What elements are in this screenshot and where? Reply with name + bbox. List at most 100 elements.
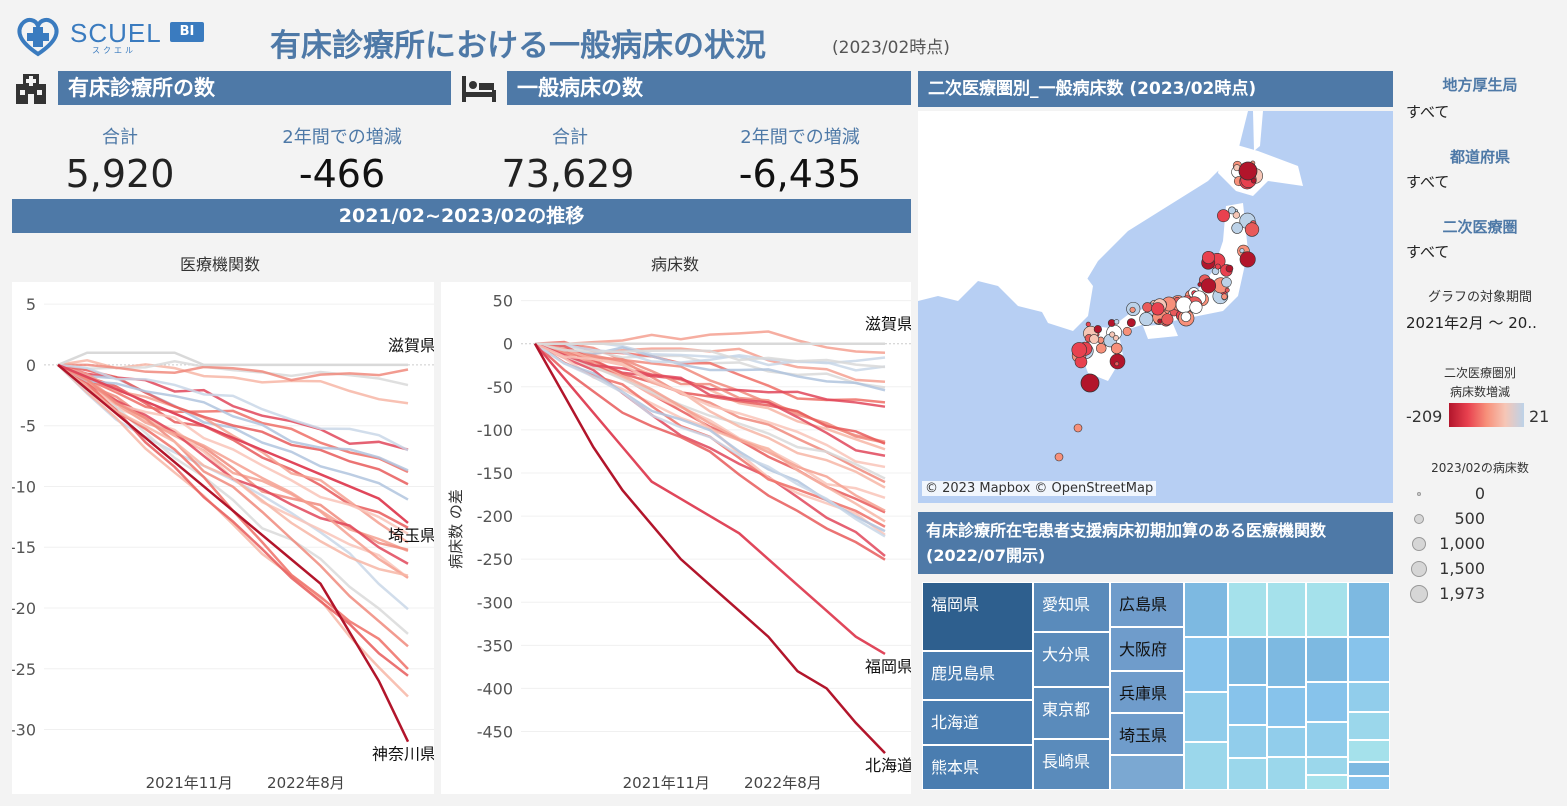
map-marker[interactable] xyxy=(1139,312,1154,327)
treemap-cell[interactable] xyxy=(1306,722,1348,757)
map-marker[interactable] xyxy=(1221,293,1228,300)
treemap-cell[interactable] xyxy=(1228,637,1267,685)
treemap-cell[interactable] xyxy=(1184,692,1228,742)
map-marker[interactable] xyxy=(1200,278,1217,294)
treemap-cell[interactable]: 長崎県 xyxy=(1033,739,1110,790)
series-line[interactable] xyxy=(57,363,409,524)
map-marker[interactable] xyxy=(1225,264,1234,273)
series-line[interactable] xyxy=(57,363,409,635)
treemap-cell[interactable] xyxy=(1228,582,1267,637)
facilities-chart[interactable]: 5 0 -5 -10 -15 -20 -25 -30 2021年11月 2022年8月 滋賀県 埼玉県… xyxy=(10,282,436,794)
treemap-cell[interactable] xyxy=(1348,582,1390,637)
treemap-cell[interactable] xyxy=(1348,762,1390,776)
series-line[interactable] xyxy=(57,363,409,474)
series-line[interactable] xyxy=(57,363,409,382)
map-marker[interactable] xyxy=(1111,342,1123,355)
map-marker[interactable] xyxy=(1201,251,1215,264)
treemap-cell[interactable]: 兵庫県 xyxy=(1110,671,1184,713)
treemap-cell[interactable]: 愛知県 xyxy=(1033,582,1110,632)
map-marker[interactable] xyxy=(1244,222,1260,237)
treemap-cell[interactable] xyxy=(1348,682,1390,712)
series-line[interactable] xyxy=(57,363,409,452)
map-marker[interactable] xyxy=(1080,373,1100,393)
series-line[interactable] xyxy=(57,363,409,472)
series-line[interactable] xyxy=(533,343,886,754)
treemap-cell[interactable] xyxy=(1228,685,1267,725)
series-line[interactable] xyxy=(534,342,886,557)
series-line[interactable] xyxy=(57,363,409,486)
treemap-cell[interactable]: 埼玉県 xyxy=(1110,713,1184,755)
filter-pref-dropdown[interactable]: すべて xyxy=(1406,173,1450,191)
map-marker[interactable] xyxy=(1095,342,1107,354)
treemap[interactable]: 福岡県 鹿児島県 北海道 熊本県 愛知県 大分県 東京都 長崎県 広島県 大阪府… xyxy=(922,582,1390,790)
series-line[interactable] xyxy=(57,351,408,367)
map-marker[interactable] xyxy=(1161,313,1174,326)
map-marker[interactable] xyxy=(1114,361,1120,367)
map-marker[interactable] xyxy=(1214,263,1221,270)
treemap-cell[interactable] xyxy=(1184,582,1228,637)
map-marker[interactable] xyxy=(1239,248,1245,254)
treemap-cell[interactable] xyxy=(1306,775,1348,790)
map-marker[interactable] xyxy=(1074,355,1088,369)
map-marker[interactable] xyxy=(1238,161,1258,181)
series-line[interactable] xyxy=(57,363,410,743)
map-marker[interactable] xyxy=(1175,296,1193,314)
series-line[interactable] xyxy=(534,342,886,392)
series-line[interactable] xyxy=(57,363,409,544)
map-marker[interactable] xyxy=(1231,222,1243,234)
map-marker[interactable] xyxy=(1113,319,1120,325)
filter-period-slider[interactable]: 2021年2月 〜 20.. xyxy=(1406,314,1537,332)
map-marker[interactable] xyxy=(1228,206,1236,215)
treemap-cell[interactable] xyxy=(1306,582,1348,637)
map-marker[interactable] xyxy=(1189,300,1203,314)
map-marker[interactable] xyxy=(1093,325,1102,334)
treemap-cell[interactable] xyxy=(1228,725,1267,758)
treemap-cell[interactable] xyxy=(1267,582,1306,637)
treemap-cell[interactable] xyxy=(1348,740,1390,762)
series-line[interactable] xyxy=(57,363,409,577)
treemap-cell[interactable]: 北海道 xyxy=(922,700,1033,745)
treemap-cell[interactable] xyxy=(1267,687,1306,727)
treemap-cell[interactable] xyxy=(1267,757,1306,790)
map-marker[interactable] xyxy=(1126,318,1136,328)
map-marker[interactable] xyxy=(1239,251,1256,268)
map-marker[interactable] xyxy=(1151,302,1165,316)
map-marker[interactable] xyxy=(1129,306,1136,313)
series-line[interactable] xyxy=(57,364,409,698)
map-marker[interactable] xyxy=(1089,334,1100,344)
treemap-cell[interactable] xyxy=(1267,727,1306,757)
map-marker[interactable] xyxy=(1157,318,1163,324)
treemap-cell[interactable] xyxy=(1306,757,1348,775)
map-marker[interactable] xyxy=(1221,277,1232,288)
treemap-cell[interactable] xyxy=(1228,758,1267,790)
treemap-cell[interactable] xyxy=(1184,637,1228,692)
treemap-cell[interactable]: 大分県 xyxy=(1033,632,1110,687)
series-line[interactable] xyxy=(534,342,886,538)
map-marker[interactable] xyxy=(1224,287,1230,293)
series-line[interactable] xyxy=(534,342,886,656)
series-line[interactable] xyxy=(534,342,886,457)
map-marker[interactable] xyxy=(1073,423,1083,433)
filter-area-dropdown[interactable]: すべて xyxy=(1406,243,1450,261)
treemap-cell[interactable] xyxy=(1306,637,1348,682)
treemap-cell[interactable] xyxy=(1348,776,1390,790)
map-marker[interactable] xyxy=(1085,321,1091,327)
series-line[interactable] xyxy=(57,363,409,648)
treemap-cell[interactable] xyxy=(1184,742,1228,790)
series-line[interactable] xyxy=(534,342,886,512)
treemap-cell[interactable] xyxy=(1348,712,1390,740)
series-line[interactable] xyxy=(534,330,886,354)
series-line[interactable] xyxy=(534,342,886,561)
series-line[interactable] xyxy=(534,342,886,445)
filter-bureau-dropdown[interactable]: すべて xyxy=(1406,103,1450,121)
series-line[interactable] xyxy=(534,342,886,372)
bed-map[interactable] xyxy=(918,111,1393,503)
series-line[interactable] xyxy=(534,342,886,369)
map-marker[interactable] xyxy=(1054,452,1064,462)
map-marker[interactable] xyxy=(1232,211,1241,219)
treemap-cell[interactable]: 大阪府 xyxy=(1110,627,1184,671)
map-marker[interactable] xyxy=(1142,302,1153,313)
map-marker[interactable] xyxy=(1217,209,1230,223)
map-marker[interactable] xyxy=(1071,342,1088,358)
map-marker[interactable] xyxy=(1180,311,1192,322)
